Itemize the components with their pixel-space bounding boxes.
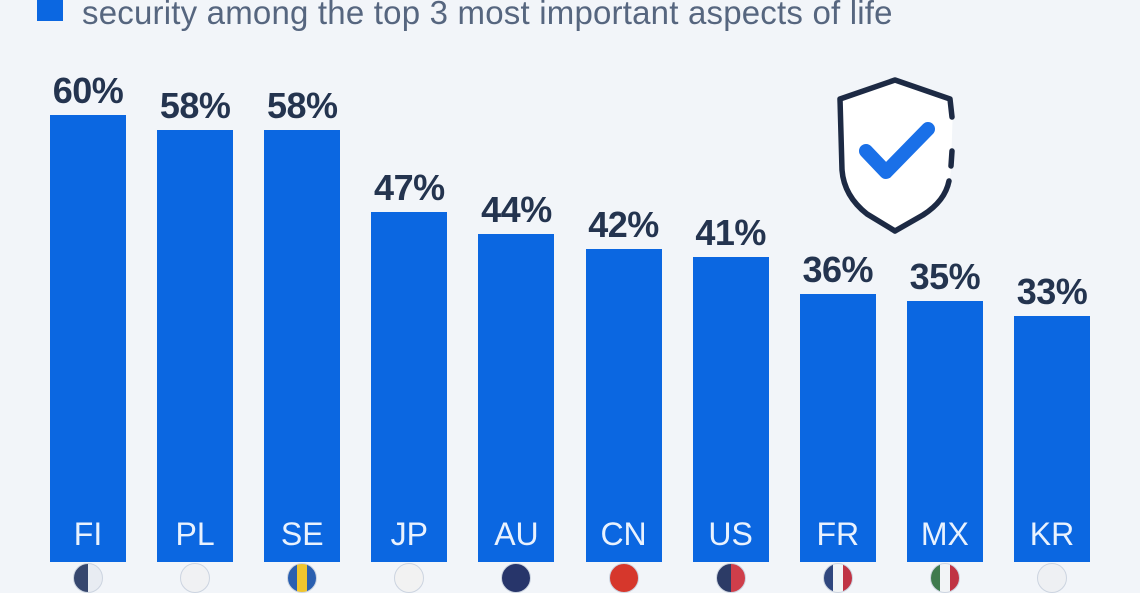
- infographic: security among the top 3 most important …: [37, 0, 1130, 593]
- bar-column: 41% US: [692, 0, 769, 593]
- bar-column: 58% SE: [264, 0, 341, 593]
- bar: [906, 301, 983, 562]
- country-flag-icon: [394, 563, 425, 593]
- bar-value-label: 36%: [802, 249, 874, 290]
- bar: [799, 294, 876, 562]
- bar-column: 36% FR: [799, 0, 876, 593]
- bar-category-label: FR: [816, 516, 860, 552]
- bar-category-label: PL: [175, 516, 215, 552]
- bar-category-label: CN: [600, 516, 647, 552]
- bar: [692, 257, 769, 562]
- bar-column: 42% CN: [585, 0, 662, 593]
- country-flag-icon: [73, 563, 103, 593]
- bar: [1013, 316, 1090, 562]
- bar-value-label: 35%: [909, 256, 981, 297]
- country-flag-icon: [929, 563, 960, 593]
- country-flag-icon: [608, 563, 639, 593]
- checkmark-icon: [859, 122, 935, 179]
- country-flag-icon: [1036, 563, 1067, 593]
- country-flag-icon: [180, 563, 211, 593]
- country-flag-icon: [287, 563, 318, 593]
- country-flag-icon: [501, 563, 532, 593]
- legend-marker: [37, 0, 63, 21]
- bar-column: 33% KR: [1013, 0, 1090, 593]
- bar-value-label: 47%: [374, 167, 445, 208]
- shield-check-icon: [833, 75, 963, 237]
- chart-subtitle: security among the top 3 most important …: [82, 0, 893, 31]
- bar-column: 47% JP: [371, 0, 448, 593]
- bar-category-label: AU: [494, 516, 539, 552]
- bar-value-label: 44%: [481, 189, 552, 230]
- bar-column: 35% MX: [906, 0, 983, 593]
- bar-category-label: JP: [390, 516, 428, 552]
- bar: [264, 130, 341, 562]
- bar-category-label: FI: [73, 516, 103, 552]
- bar-column: 44% AU: [478, 0, 555, 593]
- bar-chart: 60% FI 58% PL 58% SE 47% JP 44%: [50, 0, 1090, 593]
- bar-value-label: 60%: [52, 70, 124, 111]
- bar: [50, 115, 126, 562]
- bar: [157, 130, 234, 562]
- bar-category-label: KR: [1029, 516, 1075, 552]
- country-flag-icon: [822, 563, 853, 593]
- bar-value-label: 41%: [695, 212, 766, 253]
- bar-value-label: 58%: [159, 85, 231, 126]
- bar: [585, 249, 662, 562]
- bar-column: 60% FI: [50, 0, 126, 593]
- bar-category-label: US: [708, 516, 753, 552]
- bar-category-label: MX: [920, 516, 969, 552]
- bar: [478, 234, 555, 562]
- bar: [371, 212, 448, 562]
- bar-value-label: 33%: [1016, 271, 1088, 312]
- bar-value-label: 42%: [588, 204, 659, 245]
- country-flag-icon: [715, 563, 746, 593]
- bar-category-label: SE: [280, 516, 324, 552]
- legend: security among the top 3 most important …: [37, 0, 1130, 31]
- bar-column: 58% PL: [157, 0, 234, 593]
- bar-value-label: 58%: [266, 85, 338, 126]
